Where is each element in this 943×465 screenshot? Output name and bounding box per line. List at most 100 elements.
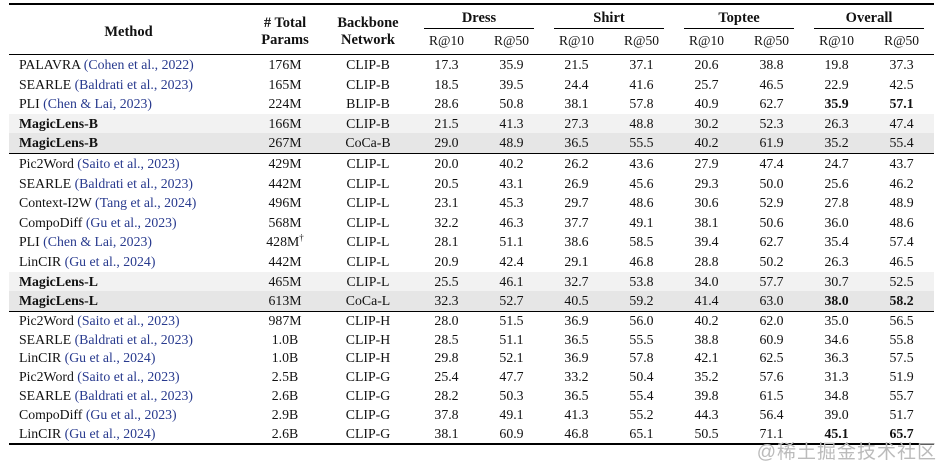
metric-value: 37.1	[629, 57, 654, 72]
metric-value: 19.8	[824, 57, 849, 72]
method-cell: PLI (Chen & Lai, 2023)	[9, 94, 248, 114]
metric-value: 25.6	[824, 175, 849, 191]
col-header-method: Method	[104, 23, 153, 40]
method-name: Pic2Word	[19, 155, 74, 171]
backbone-value: CLIP-L	[346, 253, 390, 269]
metric-value: 65.7	[889, 425, 914, 441]
citation-link[interactable]: (Tang et al., 2024)	[91, 195, 197, 211]
metric-value: 28.0	[434, 312, 459, 328]
table-row: MagicLens-L 465M CLIP-L 25.5 46.1 32.7 53.8 34.…	[9, 271, 935, 292]
metric-value: 29.7	[564, 195, 589, 211]
metric-value: 50.0	[759, 175, 784, 191]
results-table: Method # Total Params Backbone Network D…	[9, 3, 935, 446]
metric-value: 65.1	[629, 425, 654, 441]
metric-value: 39.8	[694, 387, 719, 403]
method-cell: SEARLE (Baldrati et al., 2023)	[9, 75, 248, 95]
table-row: SEARLE (Baldrati et al., 2023) 442M CLIP-L…	[9, 174, 934, 194]
metric-value: 40.2	[694, 312, 719, 328]
metric-value: 46.2	[889, 175, 914, 191]
method-name: MagicLens-L	[19, 273, 98, 289]
method-name: SEARLE	[19, 76, 72, 92]
metric-value: 42.1	[694, 350, 719, 366]
metric-value: 45.6	[629, 175, 654, 191]
metric-value: 46.5	[889, 253, 914, 269]
col-header-backbone: Backbone Network	[337, 15, 399, 48]
backbone-value: CLIP-H	[345, 331, 391, 347]
metric-value: 38.1	[564, 96, 589, 112]
citation-link[interactable]: (Baldrati et al., 2023)	[71, 331, 193, 347]
results-table-wrapper: Method # Total Params Backbone Network D…	[9, 3, 935, 446]
backbone-value: CLIP-G	[345, 406, 391, 422]
metric-value: 46.8	[564, 425, 589, 441]
col-header-params: # Total Params	[261, 15, 309, 48]
backbone-value: CLIP-G	[345, 425, 391, 441]
metric-value: 32.3	[434, 293, 459, 309]
metric-value: 48.6	[889, 214, 914, 230]
citation-link[interactable]: (Gu et al., 2024)	[61, 253, 156, 269]
metric-value: 28.5	[434, 331, 459, 347]
method-cell: MagicLens-L	[9, 291, 248, 311]
method-cell: MagicLens-B	[9, 114, 248, 134]
metric-value: 39.4	[694, 234, 719, 250]
citation-link[interactable]: (Gu et al., 2023)	[82, 406, 177, 422]
metric-value: 37.8	[434, 406, 459, 422]
table-row: Pic2Word (Saito et al., 2023) 429M CLIP-L 2…	[9, 153, 934, 173]
backbone-value: CLIP-L	[346, 195, 390, 211]
metric-value: 45.3	[499, 195, 524, 211]
table-row: SEARLE (Baldrati et al., 2023) 165M CLIP-B…	[9, 75, 934, 95]
metric-value: 55.2	[629, 406, 654, 422]
table-header: Method # Total Params Backbone Network D…	[9, 4, 935, 55]
metric-value: 48.8	[629, 115, 654, 131]
metric-value: 35.2	[694, 369, 719, 385]
metric-value: 48.9	[499, 135, 524, 151]
citation-link[interactable]: (Gu et al., 2024)	[61, 350, 156, 366]
metric-value: 56.4	[759, 406, 784, 422]
metric-value: 47.4	[889, 115, 914, 131]
method-name: PLI	[19, 96, 40, 112]
metric-value: 38.6	[564, 234, 589, 250]
metric-value: 52.3	[759, 115, 784, 131]
method-cell: SEARLE (Baldrati et al., 2023)	[9, 387, 248, 406]
params-value: 465M	[268, 273, 302, 289]
metric-value: 56.0	[629, 312, 654, 328]
metric-value: 61.5	[759, 387, 784, 403]
backbone-value: CLIP-L	[346, 234, 390, 250]
metric-value: 57.6	[759, 369, 784, 385]
metric-value: 28.8	[694, 253, 719, 269]
metric-value: 34.6	[824, 331, 849, 347]
citation-link[interactable]: (Baldrati et al., 2023)	[71, 76, 193, 92]
metric-header-r50: R@50	[754, 33, 789, 48]
params-value: 442M	[268, 175, 302, 191]
table-row: Context-I2W (Tang et al., 2024) 496M CLIP-…	[9, 193, 934, 213]
metric-value: 55.5	[629, 331, 654, 347]
table-row: MagicLens-B 166M CLIP-B 21.5 41.3 27.3 48.8 30.…	[9, 113, 935, 134]
params-value: 613M	[268, 293, 302, 309]
citation-link[interactable]: (Gu et al., 2024)	[61, 425, 156, 441]
metric-header-r50: R@50	[884, 33, 919, 48]
citation-link[interactable]: (Chen & Lai, 2023)	[39, 234, 152, 250]
citation-link[interactable]: (Cohen et al., 2022)	[80, 57, 194, 72]
citation-link[interactable]: (Gu et al., 2023)	[82, 214, 177, 230]
metric-value: 34.8	[824, 387, 849, 403]
metric-value: 27.8	[824, 195, 849, 211]
table-row: SEARLE (Baldrati et al., 2023) 1.0B CLIP-H…	[9, 331, 934, 350]
metric-value: 62.5	[759, 350, 784, 366]
table-row: CompoDiff (Gu et al., 2023) 2.9B CLIP-G 37.…	[9, 406, 934, 425]
metric-value: 51.9	[889, 369, 914, 385]
metric-value: 60.9	[759, 331, 784, 347]
citation-link[interactable]: (Chen & Lai, 2023)	[39, 96, 152, 112]
citation-link[interactable]: (Saito et al., 2023)	[73, 369, 180, 385]
metric-value: 62.0	[759, 312, 784, 328]
method-name: LinCIR	[19, 425, 62, 441]
metric-header-r10: R@10	[689, 33, 724, 48]
metric-value: 39.0	[824, 406, 849, 422]
citation-link[interactable]: (Baldrati et al., 2023)	[71, 387, 193, 403]
citation-link[interactable]: (Baldrati et al., 2023)	[71, 175, 193, 191]
params-value: 224M	[268, 96, 302, 112]
method-name: MagicLens-L	[19, 293, 98, 309]
citation-link[interactable]: (Saito et al., 2023)	[73, 155, 180, 171]
backbone-value: CLIP-G	[345, 369, 391, 385]
metric-value: 42.5	[889, 76, 914, 92]
metric-value: 31.3	[824, 369, 849, 385]
citation-link[interactable]: (Saito et al., 2023)	[73, 312, 180, 328]
